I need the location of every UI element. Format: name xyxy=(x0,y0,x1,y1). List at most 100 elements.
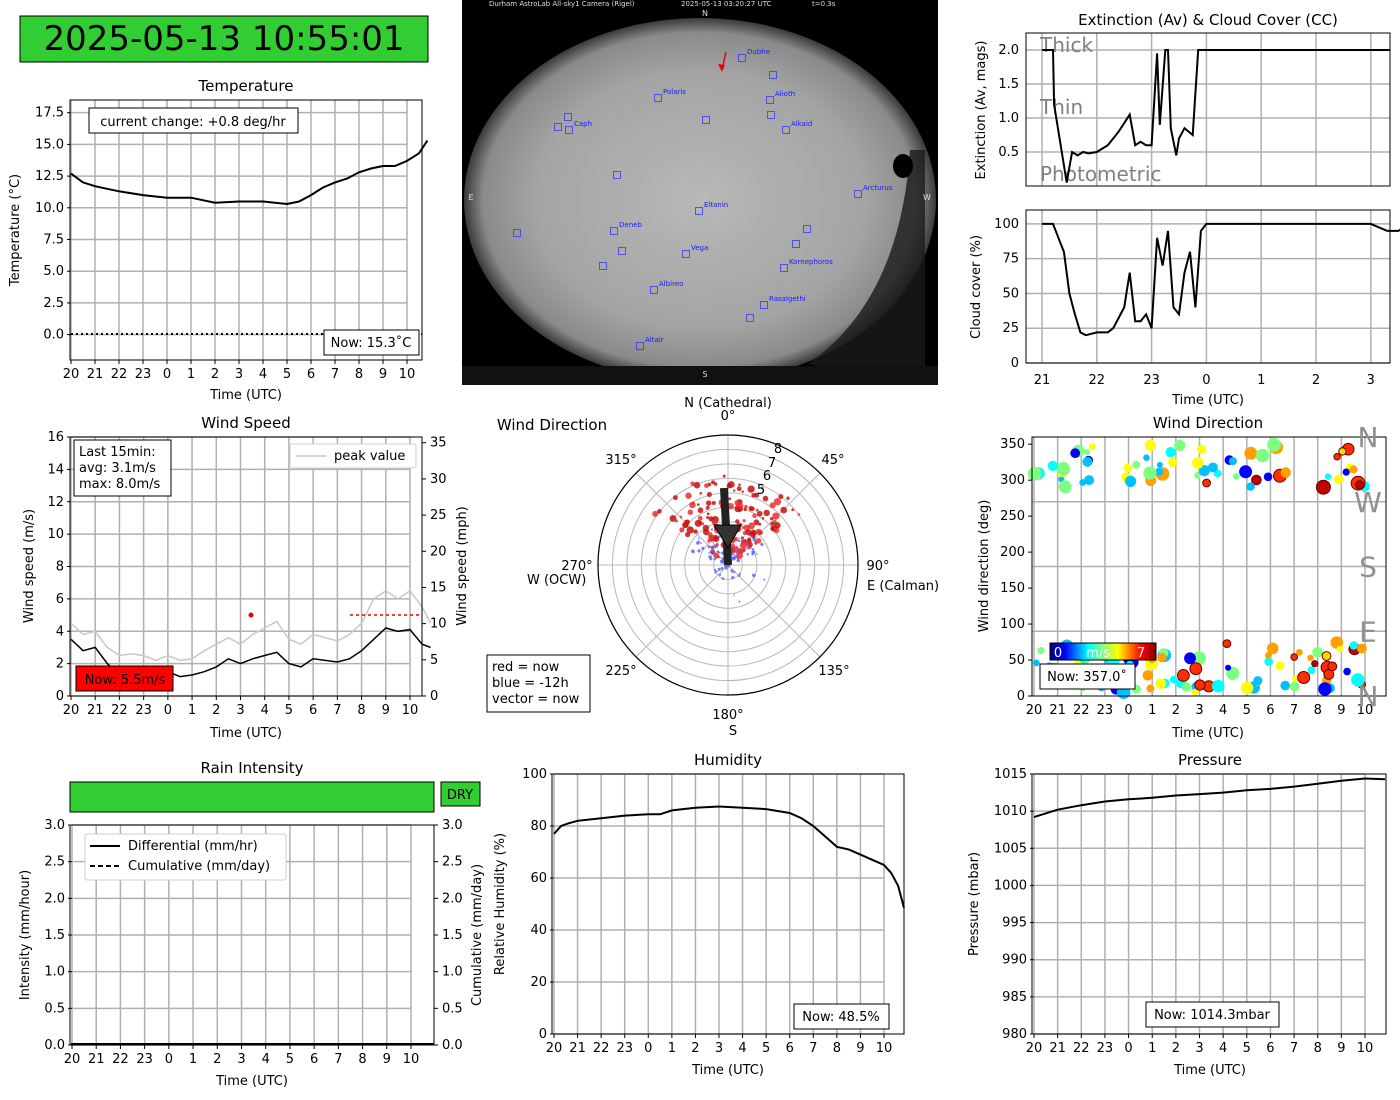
y-tick-label: 50 xyxy=(1008,653,1025,668)
polar-radial-label: 8 xyxy=(774,442,782,457)
wind-dir-point xyxy=(1338,447,1347,456)
wind-stats-line-2: avg: 3.1m/s xyxy=(79,461,156,476)
rain-title: Rain Intensity xyxy=(200,759,303,777)
x-tick-label: 20 xyxy=(546,1041,563,1056)
x-tick-label: 4 xyxy=(1219,1041,1227,1056)
compass-label: W xyxy=(1354,486,1382,519)
x-tick-label: 23 xyxy=(136,1052,153,1067)
wind-dir-point xyxy=(1084,449,1090,456)
star-label: Dubhe xyxy=(747,48,770,56)
polar-point xyxy=(709,557,713,561)
y-tick-label: 4 xyxy=(56,624,64,639)
polar-point xyxy=(704,483,709,488)
polar-point xyxy=(716,570,718,573)
y-tick-label: 14 xyxy=(47,462,64,477)
x-tick-label: 23 xyxy=(616,1041,633,1056)
x-tick-label: 1 xyxy=(187,367,195,382)
x-tick-label: 8 xyxy=(1314,703,1322,718)
polar-point xyxy=(754,492,760,498)
x-tick-label: 0 xyxy=(163,367,171,382)
polar-point xyxy=(702,524,710,532)
x-tick-label: 8 xyxy=(833,1041,841,1056)
polar-point xyxy=(755,553,758,555)
polar-point xyxy=(652,510,659,517)
polar-point xyxy=(731,556,735,560)
star-label: Albireo xyxy=(659,280,683,288)
polar-point xyxy=(712,542,715,544)
polar-angle-label: 135° xyxy=(818,664,849,679)
polar-point xyxy=(728,497,732,501)
star-label: Eltanin xyxy=(704,201,728,209)
wind-dir-point xyxy=(1351,673,1365,687)
polar-west-label: W (OCW) xyxy=(527,573,586,588)
wind-dir-point xyxy=(1198,465,1210,477)
x-tick-label: 4 xyxy=(262,1052,270,1067)
rain-ylabel-right: Cumulative (mm/day) xyxy=(470,864,485,1006)
x-tick-label: 2 xyxy=(213,1052,221,1067)
polar-point xyxy=(738,600,741,603)
polar-point xyxy=(741,536,744,540)
polar-radial-label: 7 xyxy=(768,456,776,471)
star-label: Rasalgethi xyxy=(769,295,806,303)
x-tick-label: 22 xyxy=(1089,373,1106,388)
x-tick-label: 20 xyxy=(1026,1041,1043,1056)
y-tick-label: 1010 xyxy=(994,804,1027,819)
y-tick-label: 300 xyxy=(1000,473,1025,488)
polar-point xyxy=(743,507,747,512)
compass-label: N xyxy=(1358,421,1379,454)
polar-point xyxy=(754,541,757,544)
wind-dir-point xyxy=(1342,468,1350,476)
y-tick-label: 0.0 xyxy=(44,1038,65,1053)
y-tick-label: 25 xyxy=(1002,321,1019,336)
star-marker xyxy=(738,54,746,62)
x-tick-label: 10 xyxy=(1357,703,1374,718)
polar-point xyxy=(731,543,735,547)
polar-point xyxy=(769,517,774,521)
humidity-line xyxy=(553,805,905,909)
polar-point xyxy=(707,545,711,549)
polar-point xyxy=(747,485,755,493)
polar-point xyxy=(727,502,735,510)
polar-point xyxy=(691,549,695,553)
polar-point xyxy=(711,480,716,485)
y-tick-label-right: 1.0 xyxy=(442,965,463,980)
polar-point xyxy=(693,529,698,534)
y-tick-label: 150 xyxy=(1000,581,1025,596)
star-marker xyxy=(610,227,618,235)
x-tick-label: 0 xyxy=(1124,703,1132,718)
y-tick-label: 1.5 xyxy=(44,928,65,943)
wind-speed-xlabel: Time (UTC) xyxy=(209,726,282,741)
wind-dir-point xyxy=(1194,472,1201,479)
wind-dir-point xyxy=(1170,675,1178,684)
x-tick-label: 22 xyxy=(1073,1041,1090,1056)
wind-dir-point xyxy=(1355,480,1365,490)
wind-stats-line-3: max: 8.0m/s xyxy=(79,477,161,492)
x-tick-label: 6 xyxy=(310,1052,318,1067)
wind-dir-point xyxy=(1027,466,1042,481)
pressure-title: Pressure xyxy=(1178,751,1242,769)
x-tick-label: 4 xyxy=(259,367,267,382)
x-tick-label: 0 xyxy=(644,1041,652,1056)
x-tick-label: 2 xyxy=(1312,373,1320,388)
y-tick-label: 16 xyxy=(47,430,64,445)
wind-peak-marker xyxy=(248,612,254,618)
wind-dir-xlabel: Time (UTC) xyxy=(1171,726,1244,741)
x-tick-label: 6 xyxy=(309,703,317,718)
wind-dir-point xyxy=(1192,651,1206,666)
polar-point xyxy=(731,575,735,580)
polar-point xyxy=(762,495,769,502)
y-tick-label: 100 xyxy=(522,767,547,782)
x-tick-label: 9 xyxy=(1337,703,1345,718)
polar-point xyxy=(763,509,770,517)
x-tick-label: 5 xyxy=(1243,1041,1251,1056)
x-tick-label: 20 xyxy=(64,1052,81,1067)
star-label: Deneb xyxy=(619,221,642,229)
extinction-ylabel: Extinction (Av, mags) xyxy=(974,41,989,180)
wind-dir-point xyxy=(1315,479,1331,495)
wind-polar-legend-1: red = now xyxy=(492,660,560,675)
x-tick-label: 3 xyxy=(1367,373,1375,388)
y-tick-label: 1015 xyxy=(994,767,1027,782)
polar-point xyxy=(786,496,790,500)
polar-point xyxy=(714,571,717,574)
